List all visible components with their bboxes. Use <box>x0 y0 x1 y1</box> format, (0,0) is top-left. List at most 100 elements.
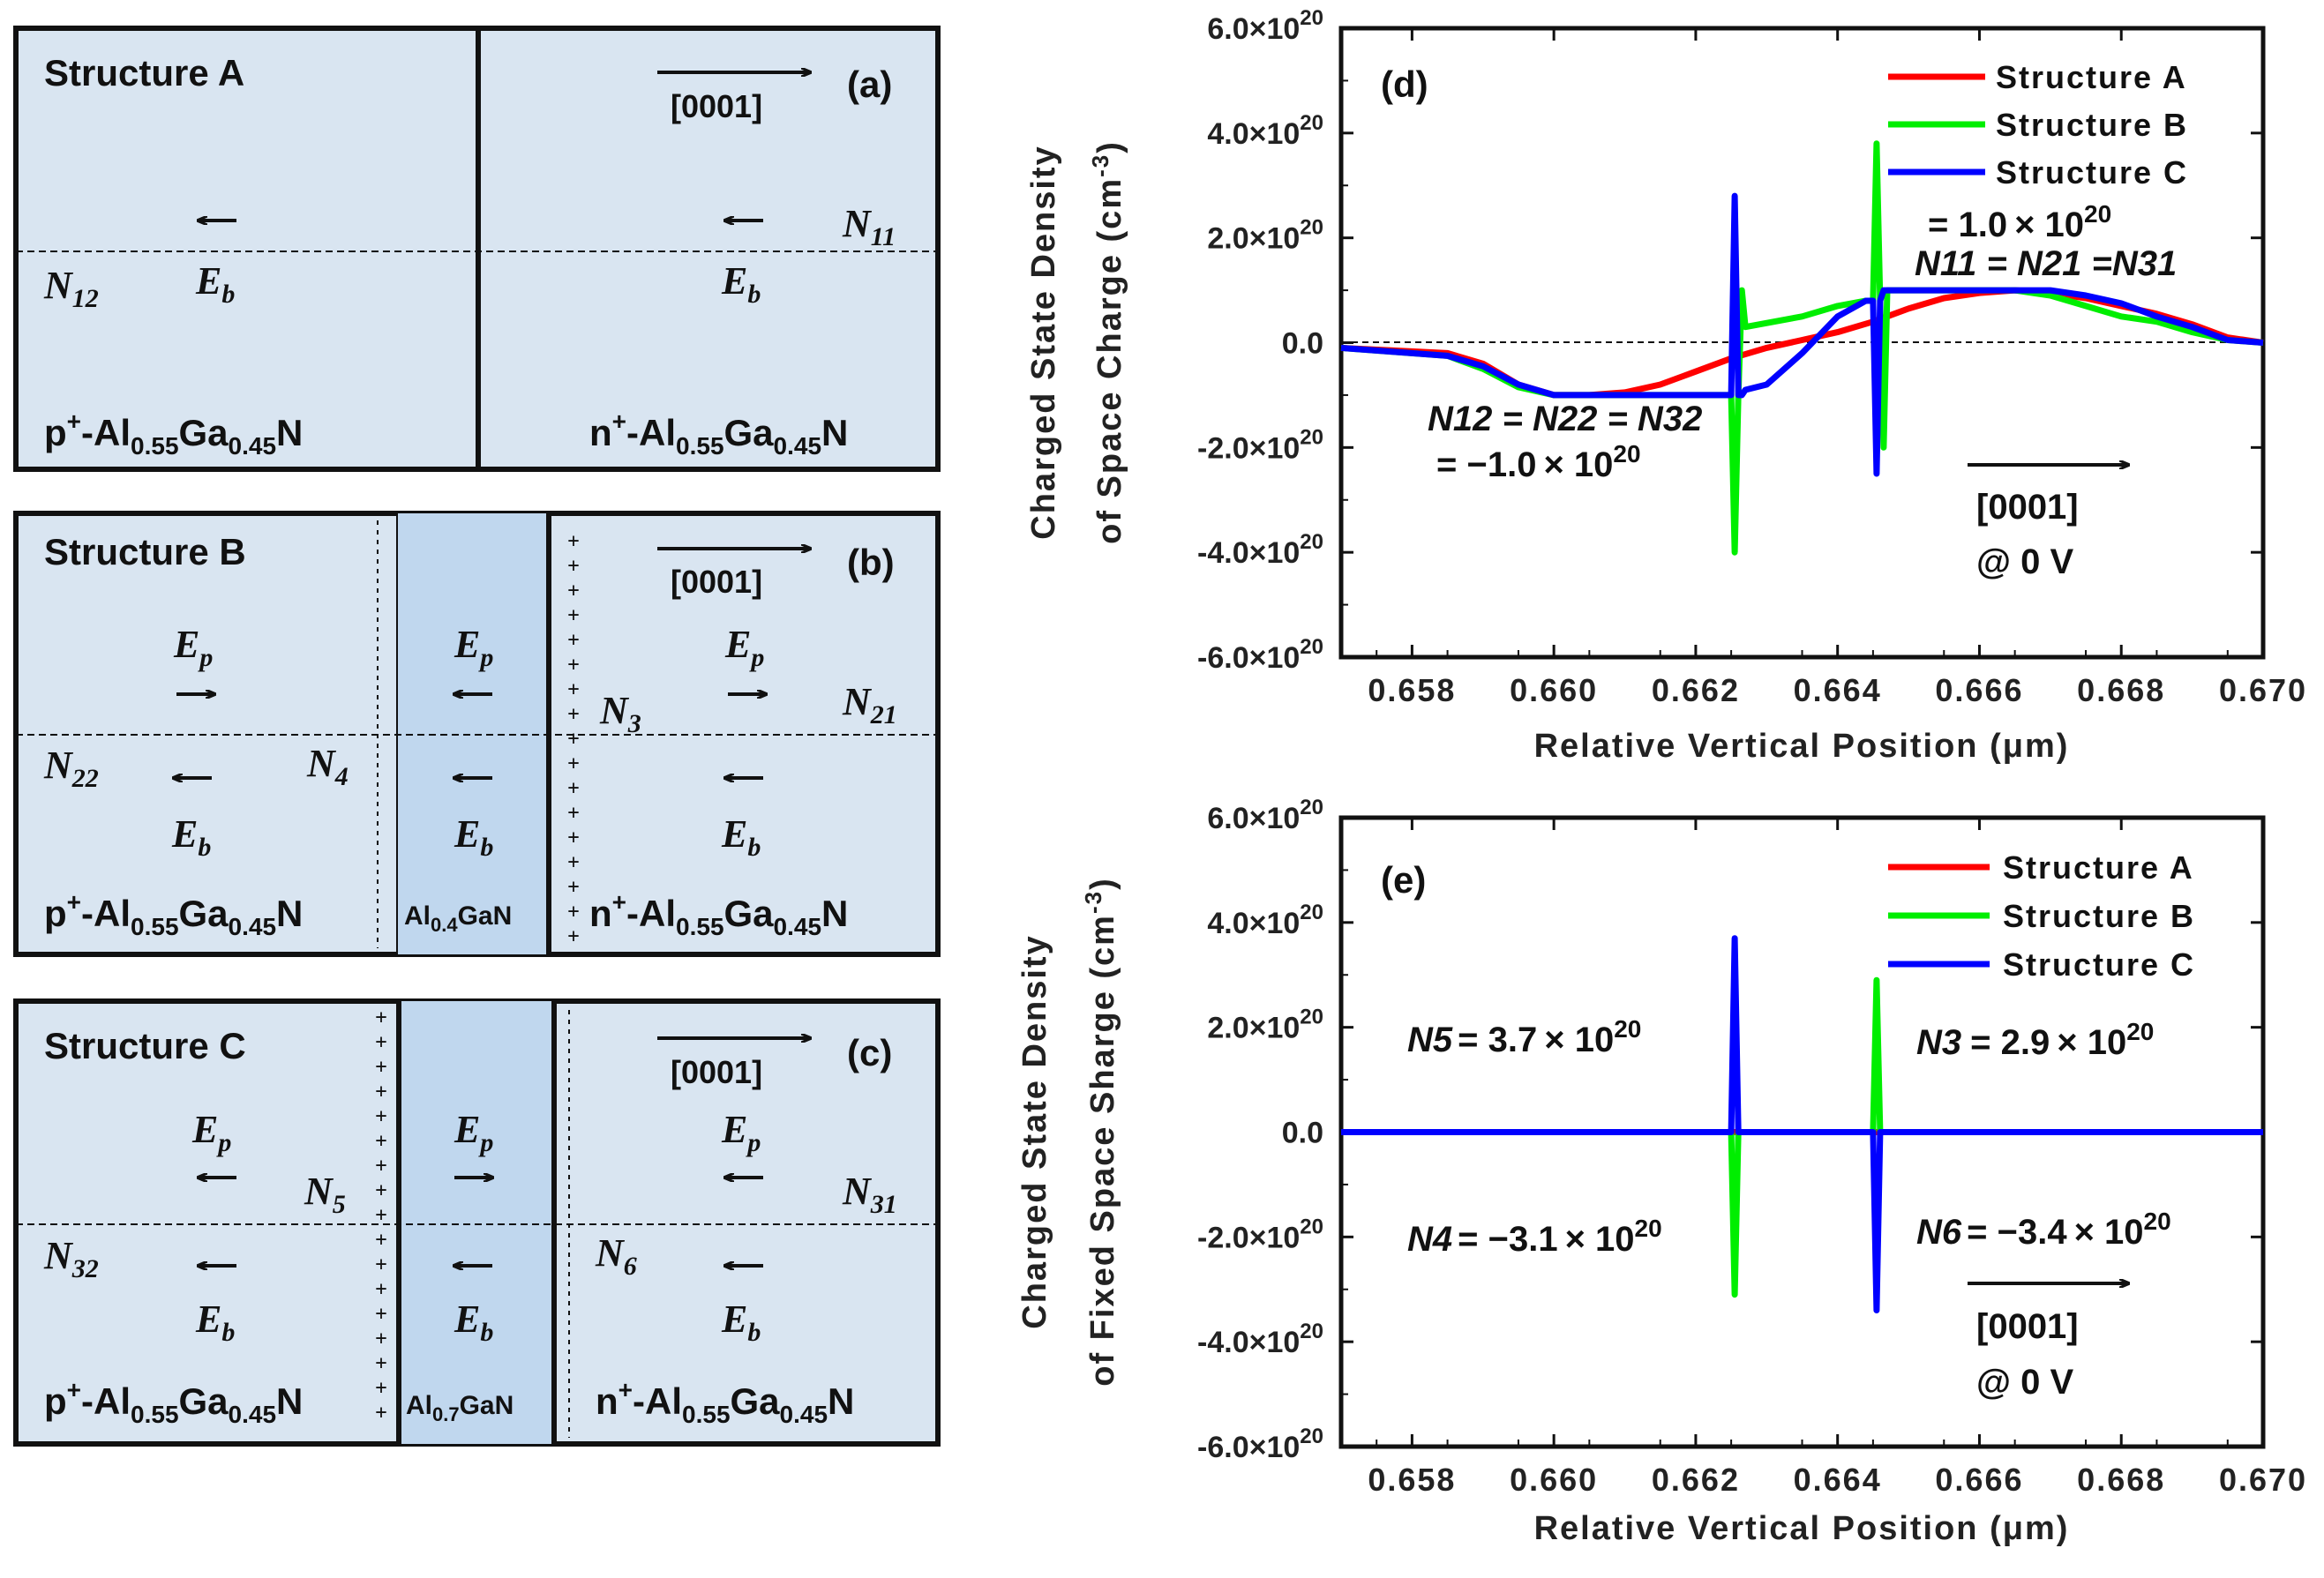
chart-e-panel-label: (e) <box>1381 859 1426 901</box>
chart-d-ytick-label: 4.0×1020 <box>1207 111 1323 151</box>
structure-b-plus-sign: + <box>567 703 579 725</box>
chart-d-legend-b: Structure B <box>1996 107 2188 143</box>
chart-e-ytick-label: -2.0×1020 <box>1197 1215 1323 1254</box>
chart-d-annot-top-eq: N11 = N21 =N31 <box>1915 244 2177 283</box>
structure-c-plus-sign: + <box>375 1155 386 1177</box>
structure-b-n21-label: N21 <box>842 680 897 729</box>
structure-b-plus-sign: + <box>567 876 579 898</box>
chart-e-xtick-label: 0.662 <box>1652 1462 1740 1498</box>
structure-c-plus-sign: + <box>375 1056 386 1078</box>
chart-e-annot-n5: N5 = 3.7 × 1020 <box>1407 1015 1641 1059</box>
chart-e-ytick-label: -4.0×1020 <box>1197 1320 1323 1359</box>
chart-d-bias-label: @ 0 V <box>1976 542 2073 581</box>
chart-d-ytick-label: 2.0×1020 <box>1207 216 1323 256</box>
structure-c-ep-mid-label: Ep <box>454 1108 493 1157</box>
structure-c-plus-sign: + <box>375 1327 386 1350</box>
structure-c-plus-sign: + <box>375 1105 386 1127</box>
chart-e-ticks: 0.658 0.660 0.662 0.664 0.666 0.668 0.670 6.0×1… <box>1197 796 2305 1498</box>
chart-d-legend-a: Structure A <box>1996 59 2187 95</box>
chart-e-xtick-label: 0.664 <box>1794 1462 1882 1498</box>
chart-e-annot-n6: N6 = −3.4 × 1020 <box>1916 1208 2171 1252</box>
structure-b-panel-label: (b) <box>847 542 895 583</box>
structure-b-positive-charges: +++++++++++++++++ <box>567 530 579 947</box>
chart-e-ytick-label: 4.0×1020 <box>1207 901 1323 940</box>
structure-b-plus-sign: + <box>567 728 579 750</box>
structure-b-eb-right-label: Eb <box>721 812 761 862</box>
structure-b-plus-sign: + <box>567 604 579 626</box>
chart-e-xtick-label: 0.658 <box>1368 1462 1456 1498</box>
structure-c-n5-label: N5 <box>304 1170 346 1219</box>
chart-e-annot-n4: N4 = −3.1 × 1020 <box>1407 1215 1662 1259</box>
chart-e-ytick-label: 2.0×1020 <box>1207 1006 1323 1045</box>
chart-e-legend-a: Structure A <box>2003 849 2194 886</box>
chart-e-legend-c: Structure C <box>2003 946 2195 983</box>
structure-c-panel-label: (c) <box>847 1032 892 1073</box>
chart-e: 0.658 0.660 0.662 0.664 0.666 0.668 0.670 6.0×1… <box>1016 796 2305 1547</box>
chart-d-xtick-label: 0.658 <box>1368 672 1456 708</box>
chart-e-series <box>1341 935 2263 1313</box>
chart-d-ylabel-line1: Charged State Density <box>1025 145 1062 539</box>
structure-b-plus-sign: + <box>567 901 579 923</box>
structure-b-ep-right-label: Ep <box>724 623 764 672</box>
structure-b-plus-sign: + <box>567 826 579 849</box>
chart-d-xtick-label: 0.668 <box>2077 672 2165 708</box>
chart-d-direction-label: [0001] <box>1976 488 2079 527</box>
chart-e-annot-n3: N3 = 2.9 × 1020 <box>1916 1018 2154 1062</box>
structure-c-plus-sign: + <box>375 1402 386 1424</box>
structure-c-title: Structure C <box>44 1025 246 1066</box>
structure-c-ep-right-label: Ep <box>721 1108 761 1157</box>
chart-e-ylabel-line1: Charged State Density <box>1016 934 1053 1328</box>
structure-c-plus-sign: + <box>375 1081 386 1103</box>
structure-b-n3-label: N3 <box>599 689 641 738</box>
structure-c-plus-sign: + <box>375 1006 386 1028</box>
chart-d-annot-bottom-eq: N12 = N22 = N32 <box>1428 400 1702 438</box>
chart-d-xtick-label: 0.660 <box>1510 672 1598 708</box>
structure-a-title: Structure A <box>44 52 244 93</box>
structure-b-direction-label: [0001] <box>671 564 762 600</box>
chart-e-xtick-label: 0.660 <box>1510 1462 1598 1498</box>
chart-e-bias-label: @ 0 V <box>1976 1363 2073 1402</box>
chart-e-xtick-label: 0.668 <box>2077 1462 2165 1498</box>
chart-d: 0.658 0.660 0.662 0.664 0.666 0.668 0.670 6.0×1… <box>1025 6 2305 765</box>
structure-c-plus-sign: + <box>375 1352 386 1374</box>
chart-d-annot-bottom-value: = −1.0 × 1020 <box>1436 440 1641 484</box>
chart-d-ytick-label: -6.0×1020 <box>1197 635 1323 675</box>
chart-e-ylabel-line2: of Fixed Space Sharge (cm-3) <box>1080 877 1121 1387</box>
chart-d-series-structure-c <box>1340 192 2264 477</box>
chart-d-legend-c: Structure C <box>1996 154 2188 191</box>
structure-b-plus-sign: + <box>567 555 579 577</box>
chart-d-ytick-label: -2.0×1020 <box>1197 425 1323 465</box>
chart-e-ytick-label: 6.0×1020 <box>1207 796 1323 835</box>
structure-c-positive-charges: +++++++++++++++++ <box>375 1006 386 1424</box>
structure-c-eb-left-label: Eb <box>195 1298 235 1347</box>
structure-a-n11-label: N11 <box>842 202 896 251</box>
structure-c-ep-left-label: Ep <box>191 1108 231 1157</box>
structure-c-plus-sign: + <box>375 1303 386 1325</box>
chart-d-series <box>1340 140 2264 556</box>
structure-c-plus-sign: + <box>375 1204 386 1226</box>
chart-d-ylabel-line2: of Space Charge (cm-3) <box>1087 140 1128 544</box>
chart-d-xtick-label: 0.664 <box>1794 672 1882 708</box>
chart-d-ytick-label: -4.0×1020 <box>1197 530 1323 570</box>
chart-d-ytick-label: 0.0 <box>1282 327 1323 361</box>
structure-b-plus-sign: + <box>567 654 579 676</box>
structure-b-plus-sign: + <box>567 777 579 799</box>
structure-c-plus-sign: + <box>375 1130 386 1152</box>
structure-b-n22-label: N22 <box>43 744 99 793</box>
chart-d-xtick-label: 0.666 <box>1935 672 2023 708</box>
structure-b-plus-sign: + <box>567 580 579 602</box>
structure-c-plus-sign: + <box>375 1031 386 1053</box>
structure-c-eb-mid-label: Eb <box>454 1298 493 1347</box>
chart-d-xtick-label: 0.662 <box>1652 672 1740 708</box>
structure-c-direction-label: [0001] <box>671 1054 762 1090</box>
chart-e-xlabel: Relative Vertical Position (μm) <box>1534 1510 2070 1547</box>
structure-a-n12-label: N12 <box>43 264 99 313</box>
chart-e-ytick-label: -6.0×1020 <box>1197 1425 1323 1464</box>
chart-d-ytick-label: 6.0×1020 <box>1207 6 1323 46</box>
structure-b-eb-left-label: Eb <box>171 812 211 862</box>
structure-b-plus-sign: + <box>567 802 579 824</box>
structure-c-diagram: +++++++++++++++++ Structure C (c) [0001]… <box>13 998 941 1447</box>
structure-c-plus-sign: + <box>375 1278 386 1300</box>
